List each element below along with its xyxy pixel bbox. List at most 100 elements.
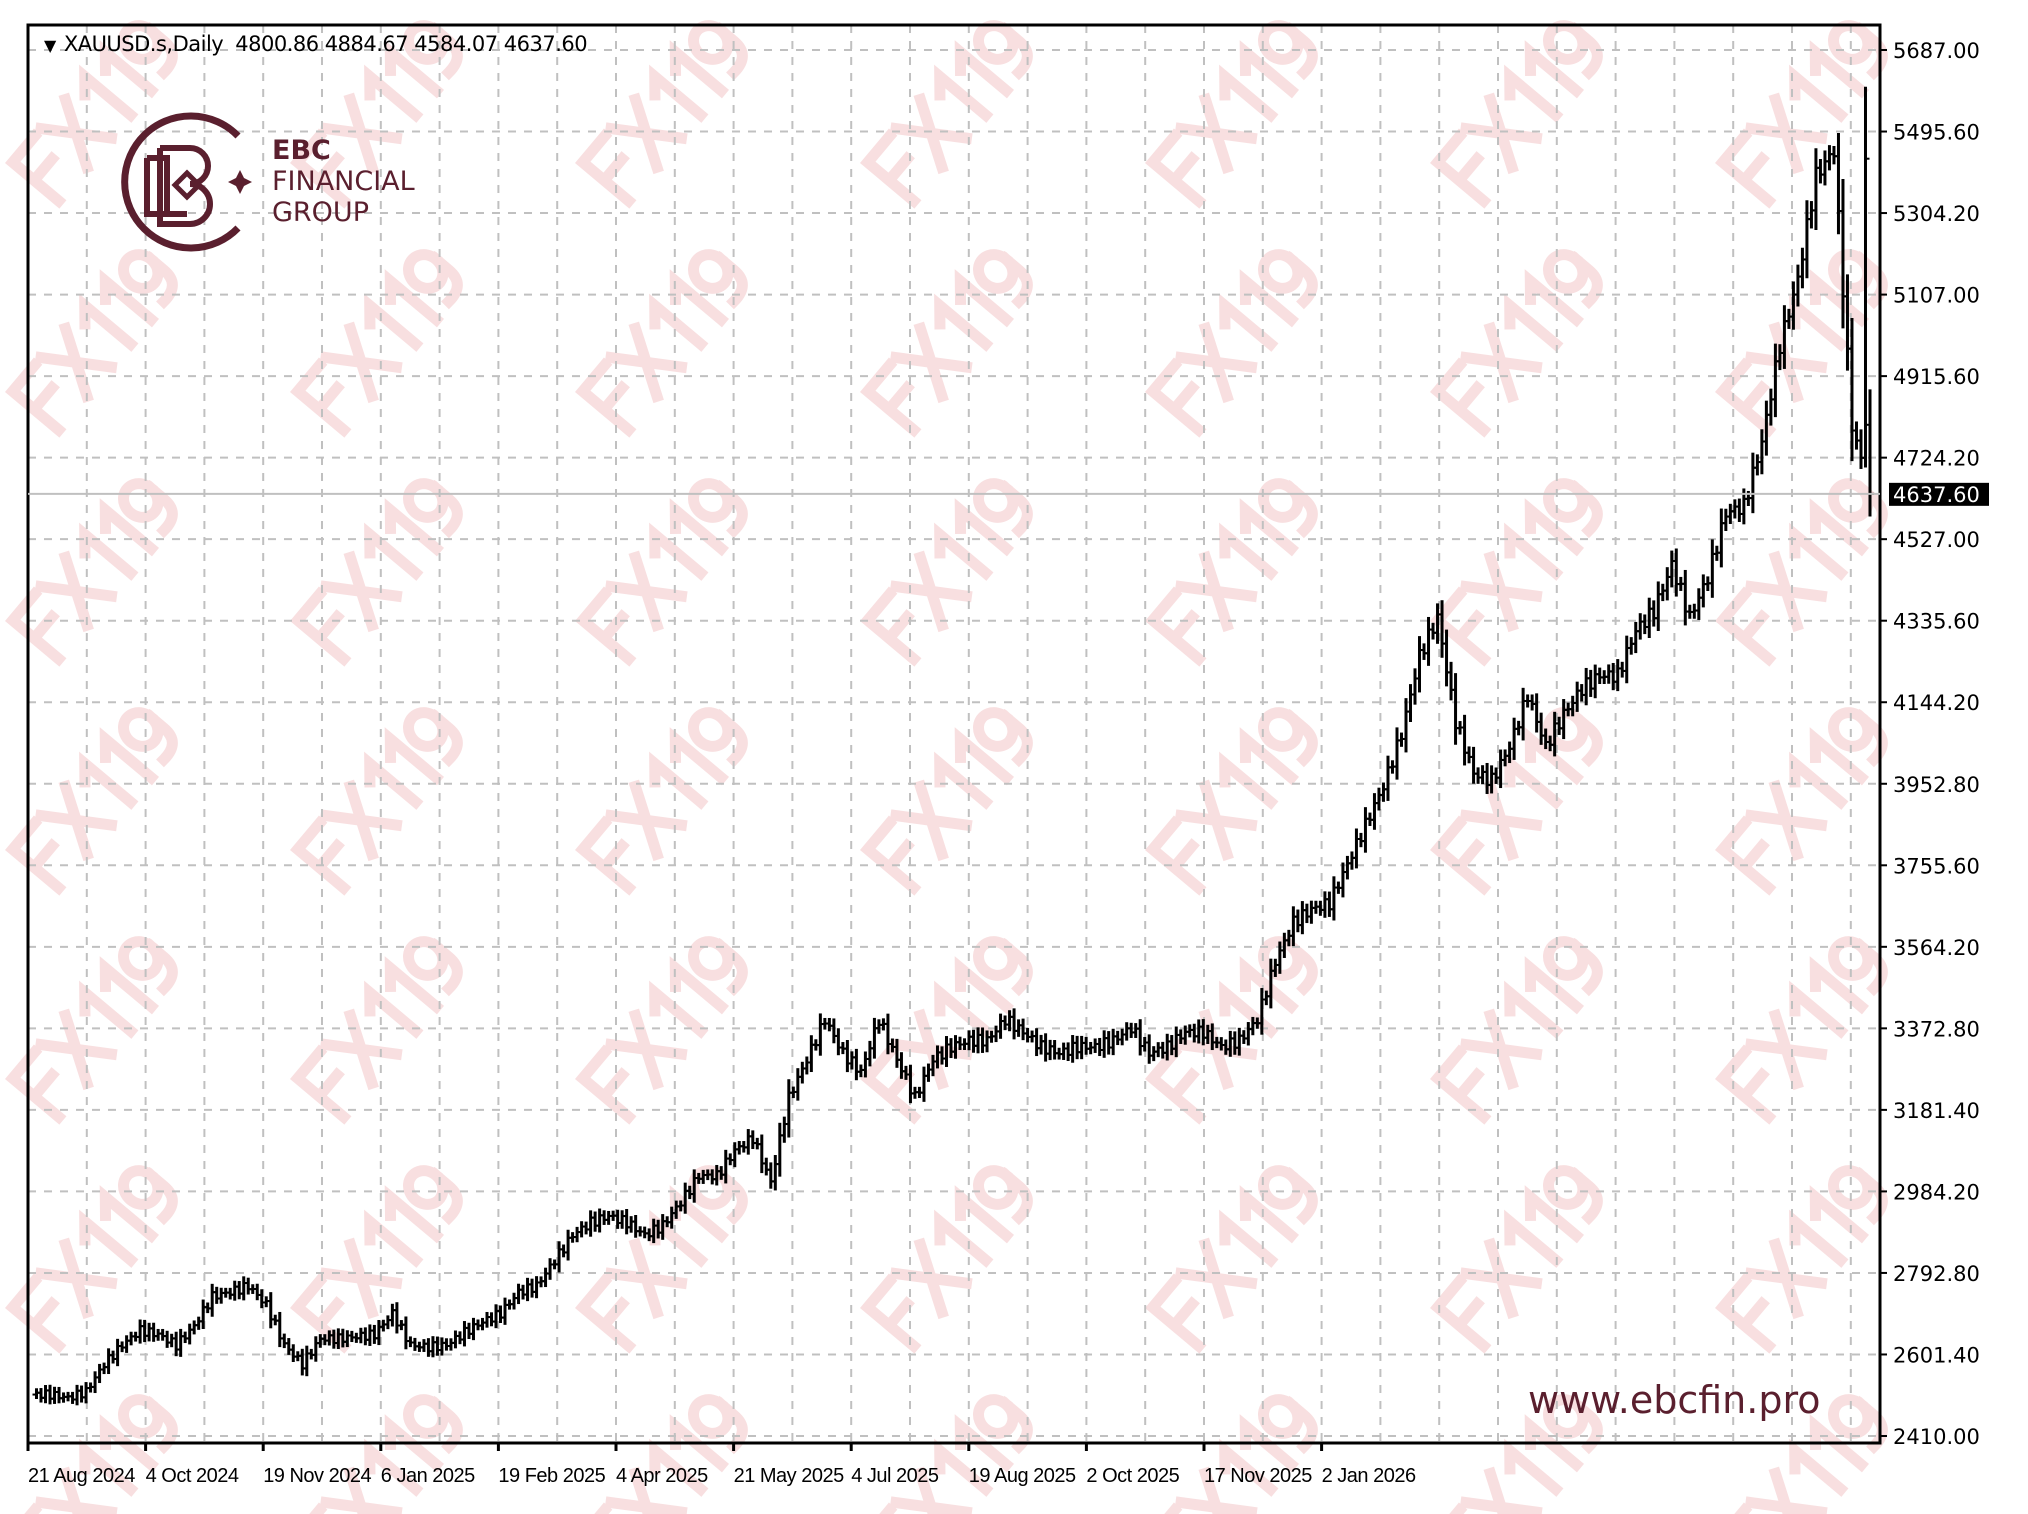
ohlc-bar: [1861, 86, 1870, 468]
watermark-mark: [574, 249, 748, 438]
ohlc-bar: [1329, 876, 1338, 921]
ohlc-bar: [1343, 855, 1352, 880]
ohlc-bar: [1127, 1022, 1136, 1038]
ohlc-bar: [766, 1162, 775, 1189]
ohlc-bar: [1811, 148, 1820, 231]
ohlc-bar: [298, 1348, 307, 1376]
ohlc-bar: [591, 1211, 600, 1232]
ohlc-bar: [919, 1066, 928, 1102]
ohlc-bar: [127, 1331, 136, 1346]
ohlc-bar: [600, 1210, 609, 1225]
watermark-mark: [289, 1165, 463, 1354]
ohlc-bar: [523, 1277, 532, 1302]
ohlc-bar: [586, 1210, 595, 1237]
x-tick-label: 17 Nov 2025: [1204, 1465, 1312, 1487]
y-tick-label: 2410.00: [1893, 1425, 1980, 1449]
y-tick-label: 2984.20: [1893, 1180, 1980, 1204]
ohlc-bar: [190, 1320, 199, 1335]
ohlc-bar: [1798, 247, 1807, 289]
ohlc-bar: [478, 1317, 487, 1331]
ohlc-bar: [1591, 664, 1600, 699]
ohlc-bar: [1154, 1042, 1163, 1058]
x-tick-label: 4 Apr 2025: [616, 1465, 708, 1487]
ohlc-bar: [582, 1221, 591, 1235]
watermark-mark: [4, 249, 178, 438]
ohlc-bar: [442, 1338, 451, 1351]
ohlc-bar: [1104, 1031, 1113, 1055]
ohlc-bar: [1100, 1030, 1109, 1058]
ohlc-bar: [208, 1283, 217, 1317]
ohlc-bar: [100, 1362, 109, 1375]
ohlc-bar: [573, 1226, 582, 1243]
ohlc-bar: [77, 1385, 86, 1403]
x-tick-label: 19 Feb 2025: [498, 1465, 605, 1487]
y-tick-label: 5495.60: [1893, 121, 1980, 145]
ohlc-bar: [1118, 1028, 1127, 1046]
ohlc-bar: [541, 1267, 550, 1288]
ohlc-bar: [1145, 1034, 1154, 1064]
ohlc-bar: [1640, 614, 1649, 635]
watermark-mark: [1714, 1165, 1888, 1354]
ohlc-bar: [1010, 1008, 1019, 1040]
ohlc-bar: [104, 1348, 113, 1375]
ohlc-bar: [464, 1322, 473, 1339]
x-tick-label: 19 Nov 2024: [263, 1465, 371, 1487]
watermark-mark: [1144, 936, 1318, 1125]
ohlc-bar: [1019, 1018, 1028, 1041]
ohlc-bar: [1037, 1034, 1046, 1055]
watermark-mark: [1144, 20, 1318, 209]
ohlc-bar: [1645, 597, 1654, 639]
ohlc-bar: [1347, 851, 1356, 870]
ohlc-bar: [1856, 429, 1865, 469]
ohlc-bar: [1447, 661, 1456, 701]
y-tick-label: 5687.00: [1893, 39, 1980, 63]
ohlc-bar: [1370, 793, 1379, 830]
ohlc-bar: [1046, 1039, 1055, 1061]
ohlc-bar: [1847, 318, 1856, 462]
ohlc-bar: [1064, 1042, 1073, 1062]
watermark-mark: [859, 1394, 1033, 1514]
watermark-mark: [1144, 707, 1318, 896]
watermark-mark: [289, 936, 463, 1125]
ohlc-bar: [1654, 581, 1663, 631]
x-tick-label: 21 May 2025: [734, 1465, 845, 1487]
x-tick-label: 2 Oct 2025: [1086, 1465, 1179, 1487]
ohlc-bar: [239, 1276, 248, 1301]
ohlc-bar: [388, 1303, 397, 1327]
ohlc-bar: [280, 1333, 289, 1349]
ohlc-bar: [316, 1334, 325, 1348]
y-tick-label: 3755.60: [1893, 854, 1980, 878]
ohlc-bar: [266, 1292, 275, 1329]
x-tick-label: 2 Jan 2026: [1322, 1465, 1416, 1487]
ohlc-bar: [965, 1030, 974, 1051]
ohlc-bar: [1050, 1040, 1059, 1060]
ohlc-bar: [532, 1276, 541, 1299]
ohlc-bar: [847, 1051, 856, 1070]
ohlc-bar: [618, 1210, 627, 1229]
ohlc-bar: [73, 1384, 82, 1406]
ohlc-bar: [419, 1339, 428, 1352]
ohlc-bar: [613, 1209, 622, 1229]
ohlc-bar: [793, 1068, 802, 1101]
ohlc-bar: [460, 1321, 469, 1347]
y-tick-label: 4335.60: [1893, 610, 1980, 634]
ohlc-bar: [1649, 600, 1658, 627]
ohlc-bar: [798, 1061, 807, 1084]
ohlc-bar: [1122, 1022, 1131, 1041]
ohlc-bar: [1699, 574, 1708, 608]
ohlc-bar: [482, 1311, 491, 1328]
watermark-mark: [289, 249, 463, 438]
ohlc-bar: [1717, 508, 1726, 568]
dropdown-triangle-icon[interactable]: ▼: [44, 36, 56, 55]
ohlc-bar: [1082, 1036, 1091, 1055]
symbol-label: XAUUSD.s,Daily: [63, 32, 224, 56]
watermark-mark: [574, 707, 748, 896]
ohlc-bar: [1316, 900, 1325, 916]
watermark-mark: [574, 1165, 748, 1354]
watermark-mark: [289, 20, 463, 209]
y-tick-label: 4915.60: [1893, 365, 1980, 389]
watermark-mark: [1429, 478, 1603, 667]
ohlc-bar: [46, 1384, 55, 1405]
ohlc-bar: [843, 1039, 852, 1073]
